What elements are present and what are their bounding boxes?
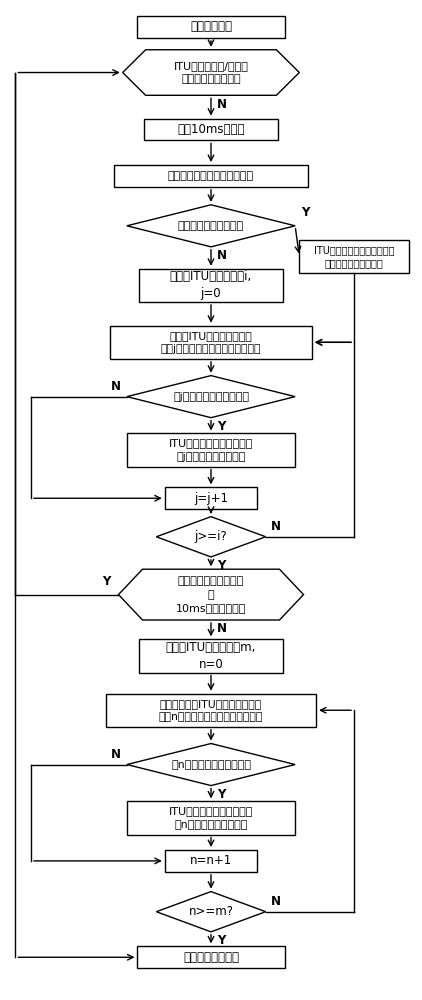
Text: 故障定位程序: 故障定位程序	[190, 20, 232, 33]
Text: ITU自身差分环故障标志置位
所有开关故障标志置位: ITU自身差分环故障标志置位 所有开关故障标志置位	[314, 245, 394, 268]
Bar	[165, 850, 257, 872]
Text: ITU大差分环故障标志置位
第n个开关故障标志置位: ITU大差分环故障标志置位 第n个开关故障标志置位	[169, 806, 253, 830]
Polygon shape	[127, 376, 295, 418]
Text: N: N	[216, 98, 227, 111]
Polygon shape	[156, 517, 266, 557]
Text: N: N	[216, 622, 227, 635]
Bar	[140, 639, 282, 673]
Text: Y: Y	[301, 206, 310, 219]
Text: Y: Y	[217, 559, 226, 572]
Text: n=n+1: n=n+1	[190, 854, 232, 867]
Polygon shape	[127, 744, 295, 786]
Polygon shape	[156, 892, 266, 932]
Text: 自身差分环内有故障？: 自身差分环内有故障？	[178, 221, 244, 231]
Bar	[140, 269, 282, 302]
Bar	[110, 326, 312, 359]
Polygon shape	[119, 569, 303, 620]
Bar	[144, 119, 278, 140]
Text: j>=i?: j>=i?	[195, 530, 227, 543]
Text: 第n个大差分环内有故障？: 第n个大差分环内有故障？	[171, 760, 251, 770]
Polygon shape	[127, 205, 295, 247]
Text: N: N	[111, 380, 122, 393]
Text: N: N	[271, 520, 281, 533]
Bar	[165, 487, 257, 509]
Text: 大差分环故障标志置位
或
10ms定时尚未结束: 大差分环故障标志置位 或 10ms定时尚未结束	[176, 576, 246, 613]
Bar	[138, 946, 284, 968]
Bar	[114, 165, 308, 187]
Text: N: N	[271, 895, 281, 908]
Polygon shape	[123, 50, 299, 95]
Text: 启动10ms定时器: 启动10ms定时器	[177, 123, 245, 136]
Text: 统计本ITU内开关数量m,
n=0: 统计本ITU内开关数量m, n=0	[166, 641, 256, 671]
Text: Y: Y	[217, 788, 226, 801]
Text: 与邻居ITU交换电流数据，
对第j个主差分环进行差动电流计算: 与邻居ITU交换电流数据， 对第j个主差分环进行差动电流计算	[161, 331, 261, 354]
Text: ITU自身差分环/主差分
环故障标志已经置位: ITU自身差分环/主差分 环故障标志已经置位	[173, 61, 249, 84]
Text: N: N	[216, 249, 227, 262]
Text: ITU主差分环故障标志置位
第j个开关故障标志置位: ITU主差分环故障标志置位 第j个开关故障标志置位	[169, 438, 253, 462]
Text: 第j个主差分环内有故障？: 第j个主差分环内有故障？	[173, 392, 249, 402]
Text: N: N	[111, 748, 122, 761]
Text: j=j+1: j=j+1	[194, 492, 228, 505]
Text: Y: Y	[217, 420, 226, 433]
Text: Y: Y	[103, 575, 111, 588]
Bar	[127, 433, 295, 467]
Text: 与邻居的邻居ITU交换电流数据，
对第n个大差分环进行差动电流计算: 与邻居的邻居ITU交换电流数据， 对第n个大差分环进行差动电流计算	[159, 699, 263, 722]
Text: 进入故障隔离程序: 进入故障隔离程序	[183, 951, 239, 964]
Bar	[106, 694, 316, 727]
Text: 统计本ITU内开关数量i,
j=0: 统计本ITU内开关数量i, j=0	[170, 270, 252, 300]
Bar	[299, 240, 408, 273]
Text: 进行自身差分环差动电流计算: 进行自身差分环差动电流计算	[168, 171, 254, 181]
Text: n>=m?: n>=m?	[189, 905, 233, 918]
Bar	[127, 801, 295, 835]
Bar	[138, 16, 284, 38]
Text: Y: Y	[217, 934, 226, 947]
